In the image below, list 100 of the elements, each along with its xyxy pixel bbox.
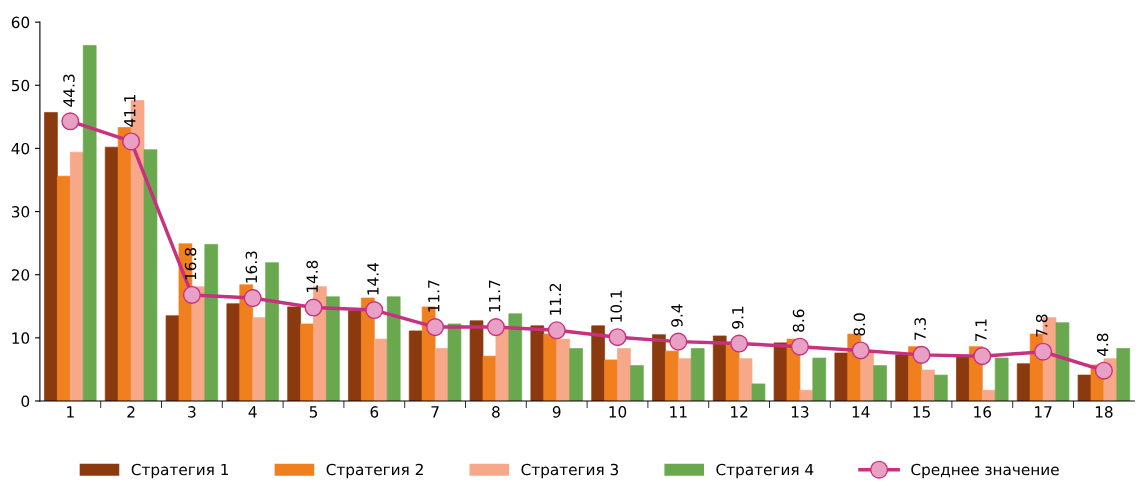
bar	[408, 330, 423, 401]
x-tick-label: 17	[1035, 406, 1052, 418]
bar	[834, 352, 849, 401]
point	[973, 347, 992, 366]
legend-label: Стратегия 3	[521, 463, 619, 479]
data-label: 11.2	[549, 283, 561, 315]
data-label: 8.6	[792, 309, 805, 332]
x-tick-label: 10	[609, 406, 627, 418]
x-tick-label: 12	[731, 406, 748, 418]
data-label: 7.1	[975, 319, 987, 342]
bar	[895, 354, 909, 401]
y-tick-label: 50	[11, 79, 30, 92]
bar	[617, 348, 631, 401]
bar	[934, 374, 948, 401]
point	[1034, 342, 1053, 361]
point	[790, 337, 809, 356]
data-label: 10.1	[610, 290, 622, 322]
bar	[569, 348, 583, 401]
point	[608, 328, 627, 347]
y-tick-label: 0	[21, 395, 30, 407]
bar	[652, 334, 666, 401]
point	[1094, 361, 1113, 380]
x-tick-label: 8	[492, 406, 500, 418]
bar	[956, 356, 970, 401]
bar	[677, 358, 692, 401]
bar	[348, 310, 362, 401]
bar	[665, 350, 679, 401]
bar	[1016, 363, 1031, 401]
data-label: 9.4	[671, 304, 683, 327]
y-tick-label: 30	[11, 206, 30, 218]
x-tick-label: 18	[1095, 406, 1113, 418]
x-tick-label: 16	[974, 406, 992, 418]
point	[547, 321, 566, 340]
point	[851, 341, 870, 360]
bar	[265, 262, 279, 401]
point	[486, 318, 505, 337]
x-tick-label: 3	[188, 406, 196, 418]
bar	[530, 325, 545, 401]
x-tick-label: 7	[431, 406, 439, 418]
bar	[386, 296, 401, 401]
bar	[812, 357, 827, 401]
data-label: 11.7	[428, 280, 440, 312]
data-label: 16.3	[245, 251, 258, 283]
bar	[287, 306, 301, 401]
legend-label: Стратегия 2	[326, 463, 423, 479]
bar	[469, 320, 484, 401]
point	[365, 301, 384, 320]
x-tick-label: 5	[309, 406, 318, 418]
data-label: 7.8	[1035, 314, 1048, 337]
bar	[604, 359, 618, 401]
x-tick-label: 2	[127, 406, 135, 418]
bar	[543, 333, 558, 401]
bar	[252, 317, 266, 401]
y-tick-label: 10	[12, 332, 30, 344]
y-tick-label: 60	[11, 16, 30, 29]
bar	[44, 112, 58, 401]
bar	[226, 303, 241, 401]
legend-label: Стратегия 4	[716, 463, 814, 479]
data-label: 4.8	[1096, 333, 1109, 357]
bar	[300, 323, 314, 401]
data-label: 14.4	[367, 263, 379, 295]
bar	[165, 315, 180, 401]
bar	[873, 365, 887, 401]
bar	[57, 175, 71, 401]
bar	[738, 358, 753, 401]
data-label: 14.8	[306, 260, 318, 292]
y-tick-label: 40	[11, 142, 30, 155]
bar	[1116, 348, 1131, 401]
point	[426, 318, 445, 337]
bar	[1055, 322, 1070, 401]
legend-label: Среднее значение	[911, 463, 1059, 479]
data-label: 8.0	[853, 313, 866, 336]
data-label: 44.3	[63, 74, 75, 107]
point	[730, 334, 749, 353]
x-tick-label: 6	[370, 406, 379, 418]
point	[304, 298, 323, 317]
bar	[921, 369, 935, 401]
bar	[143, 149, 158, 401]
bar	[373, 338, 388, 401]
bar	[630, 365, 644, 401]
bar	[994, 357, 1009, 401]
bar	[690, 348, 705, 401]
y-tick-label: 20	[11, 269, 30, 281]
point	[61, 112, 80, 131]
bar	[556, 338, 570, 401]
point	[182, 285, 201, 304]
bar	[434, 348, 449, 401]
x-tick-label: 1	[67, 406, 74, 418]
data-label: 7.3	[914, 317, 926, 340]
bar	[447, 323, 462, 401]
x-tick-label: 15	[913, 406, 930, 418]
point	[122, 132, 141, 151]
bar	[751, 383, 766, 401]
bar	[482, 355, 497, 401]
x-tick-label: 11	[670, 406, 687, 418]
bar	[82, 45, 97, 401]
bar	[508, 313, 523, 401]
point	[243, 289, 262, 308]
bar	[104, 146, 119, 401]
bar	[204, 244, 219, 401]
